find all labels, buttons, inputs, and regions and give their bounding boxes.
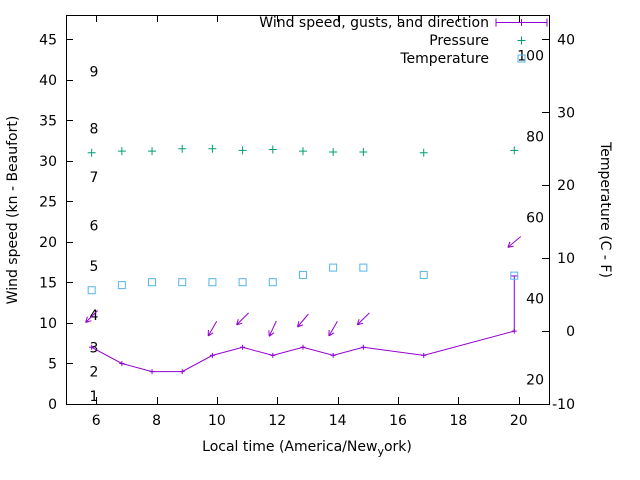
pressure-point	[208, 144, 217, 153]
celsius-tick-label: 40	[557, 32, 575, 48]
temperature-point	[208, 278, 217, 287]
x-tick-label: 16	[389, 413, 407, 429]
legend-label-wind: Wind speed, gusts, and direction	[259, 15, 489, 31]
wind-speed-point	[421, 352, 427, 358]
legend-sample-temperature	[517, 54, 526, 63]
celsius-tick-label: 10	[557, 251, 575, 267]
temperature-point	[359, 263, 368, 272]
temperature-point	[329, 263, 338, 272]
y2-axis-title: Temperature (C - F)	[597, 141, 613, 278]
temperature-point	[117, 281, 126, 290]
x-tick-label: 12	[268, 413, 286, 429]
pressure-point	[359, 147, 368, 156]
wind-direction-arrow	[236, 312, 249, 326]
wind-speed-point	[300, 344, 306, 350]
wind-speed-point	[149, 369, 155, 375]
temperature-point	[510, 271, 519, 280]
y-tick-label: 45	[39, 32, 57, 48]
x-axis-title: Local time (America/Newyork)	[202, 439, 412, 458]
celsius-tick-label: 0	[566, 324, 575, 340]
temperature-point	[178, 278, 187, 287]
fahrenheit-label: 60	[526, 211, 544, 227]
temperature-point	[87, 286, 96, 295]
y-tick-label: 0	[48, 397, 57, 413]
wind-speed-point	[119, 360, 125, 366]
legend-label-temperature: Temperature	[399, 51, 489, 67]
y-tick-label: 25	[39, 194, 57, 210]
temperature-point	[268, 278, 277, 287]
x-tick-label: 6	[92, 413, 101, 429]
x-tick-label: 20	[510, 413, 528, 429]
beaufort-label: 1	[90, 389, 99, 405]
beaufort-label: 9	[90, 65, 99, 81]
wind-speed-point	[179, 369, 185, 375]
y-tick-label: 40	[39, 73, 57, 89]
pressure-point	[268, 145, 277, 154]
temperature-point	[298, 270, 307, 279]
y-tick-label: 30	[39, 154, 57, 170]
wind-direction-arrow	[356, 312, 370, 326]
y-tick-label: 5	[48, 356, 57, 372]
y-tick-label: 35	[39, 113, 57, 129]
celsius-tick-label: 20	[557, 178, 575, 194]
beaufort-label: 4	[90, 308, 99, 324]
fahrenheit-label: 80	[526, 130, 544, 146]
wind-speed-point	[270, 352, 276, 358]
temperature-point	[419, 270, 428, 279]
celsius-tick-label: -10	[552, 397, 575, 413]
x-tick-label: 10	[208, 413, 226, 429]
wind-speed-point	[330, 352, 336, 358]
wind-direction-arrow	[207, 321, 218, 337]
y-axis-title: Wind speed (kn - Beaufort)	[5, 116, 21, 305]
wind-speed-line	[91, 330, 515, 373]
beaufort-label: 8	[90, 121, 99, 137]
x-tick-label: 14	[329, 413, 347, 429]
pressure-point	[87, 148, 96, 157]
temperature-point	[148, 278, 157, 287]
wind-speed-point	[360, 344, 366, 350]
legend-sample-wind-point	[518, 19, 525, 26]
y-tick-label: 20	[39, 235, 57, 251]
wind-speed-point	[89, 344, 95, 350]
pressure-point	[510, 146, 519, 155]
pressure-point	[148, 147, 157, 156]
y-tick-label: 10	[39, 316, 57, 332]
fahrenheit-label: 20	[526, 373, 544, 389]
fahrenheit-label: 100	[517, 49, 544, 65]
legend-sample-pressure	[517, 36, 526, 45]
beaufort-label: 5	[90, 259, 99, 275]
y-tick-label: 15	[39, 275, 57, 291]
temperature-point	[238, 278, 247, 287]
beaufort-label: 6	[90, 219, 99, 235]
wind-direction-arrow	[297, 313, 309, 328]
wind-direction-arrow	[85, 310, 99, 323]
beaufort-label: 7	[90, 170, 99, 186]
wind-direction-arrow	[328, 321, 338, 337]
wind-direction-arrow	[268, 320, 277, 337]
legend-label-pressure: Pressure	[429, 33, 489, 49]
pressure-point	[238, 146, 247, 155]
wind-speed-point	[209, 352, 215, 358]
pressure-point	[117, 147, 126, 156]
beaufort-label: 2	[90, 365, 99, 381]
pressure-point	[329, 147, 338, 156]
plot-frame	[66, 15, 550, 405]
wind-direction-arrow	[507, 236, 522, 248]
fahrenheit-label: 40	[526, 292, 544, 308]
celsius-tick-label: 30	[557, 105, 575, 121]
pressure-point	[178, 144, 187, 153]
x-tick-label: 8	[152, 413, 161, 429]
pressure-point	[298, 147, 307, 156]
x-tick-label: 18	[450, 413, 468, 429]
pressure-point	[419, 148, 428, 157]
wind-speed-point	[240, 344, 246, 350]
